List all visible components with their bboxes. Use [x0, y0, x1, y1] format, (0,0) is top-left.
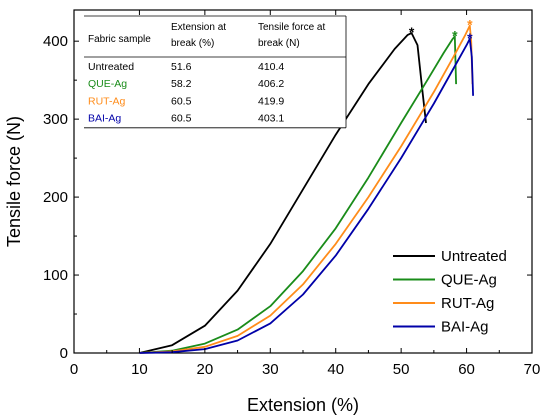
table-cell-extension: 60.5	[171, 113, 192, 125]
table-cell-sample: Untreated	[88, 61, 134, 73]
series-line-rut-ag	[139, 24, 474, 354]
legend-label-rut-ag: RUT-Ag	[441, 295, 494, 312]
series-line-untreated	[139, 32, 427, 354]
x-tick-label: 0	[70, 361, 78, 378]
table-cell-sample: RUT-Ag	[88, 95, 126, 107]
legend-label-que-ag: QUE-Ag	[441, 272, 497, 289]
table-cell-force: 419.9	[258, 95, 284, 107]
table-background	[84, 16, 346, 128]
table-header-text: Tensile force at	[258, 22, 325, 33]
x-tick-label: 70	[524, 361, 541, 378]
x-tick-label: 10	[131, 361, 148, 378]
x-tick-label: 50	[393, 361, 410, 378]
table-cell-force: 406.2	[258, 78, 284, 90]
y-tick-label: 300	[43, 111, 68, 128]
table-header-text: Extension at	[171, 22, 226, 33]
table-cell-extension: 51.6	[171, 61, 192, 73]
y-tick-label: 400	[43, 33, 68, 50]
break-marker-rut-ag: *	[467, 17, 473, 33]
table-cell-extension: 60.5	[171, 95, 192, 107]
table-header-text: break (N)	[258, 38, 300, 49]
table-header-text: break (%)	[171, 38, 214, 49]
x-tick-label: 20	[197, 361, 214, 378]
table-cell-sample: BAI-Ag	[88, 113, 121, 125]
table-cell-extension: 58.2	[171, 78, 192, 90]
x-tick-label: 40	[327, 361, 344, 378]
series-line-que-ag	[139, 35, 457, 354]
break-marker-untreated: *	[409, 24, 415, 40]
y-tick-label: 200	[43, 189, 68, 206]
table-cell-sample: QUE-Ag	[88, 78, 127, 90]
y-tick-label: 100	[43, 267, 68, 284]
table-cell-force: 403.1	[258, 113, 284, 125]
table-header-text: Fabric sample	[88, 34, 151, 45]
legend-label-bai-ag: BAI-Ag	[441, 319, 489, 336]
y-tick-label: 0	[60, 345, 68, 362]
table-cell-force: 410.4	[258, 61, 284, 73]
legend-label-untreated: Untreated	[441, 248, 507, 265]
x-tick-label: 60	[458, 361, 475, 378]
y-axis-title: Tensile force (N)	[4, 116, 24, 247]
x-axis-title: Extension (%)	[247, 395, 359, 415]
x-tick-label: 30	[262, 361, 279, 378]
break-marker-bai-ag: *	[467, 30, 473, 46]
series-line-bai-ag	[139, 37, 474, 354]
break-marker-que-ag: *	[452, 27, 458, 43]
